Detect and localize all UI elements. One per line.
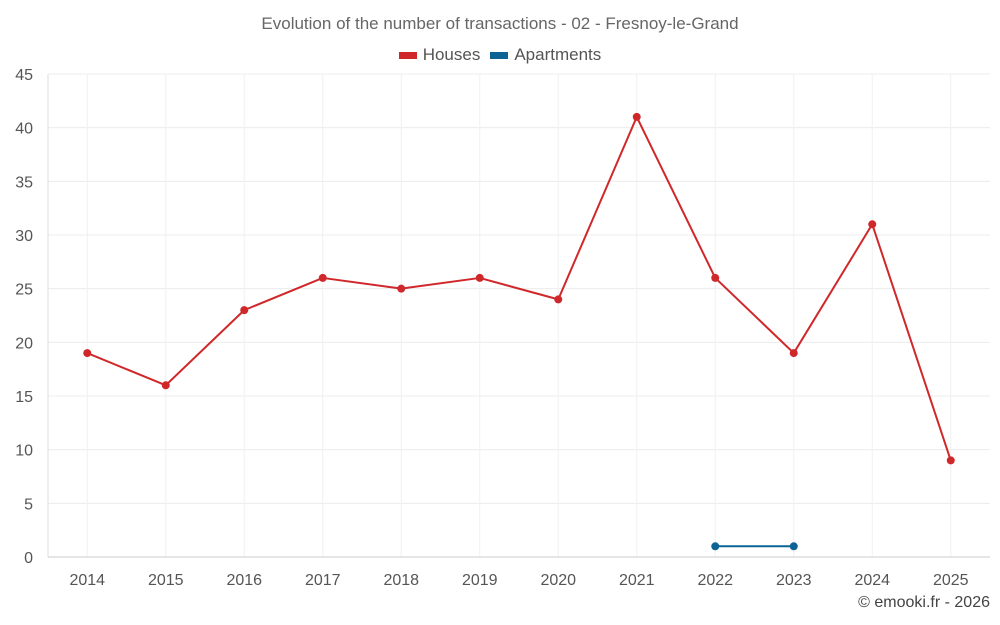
legend-item-apartments[interactable]: Apartments <box>490 45 601 65</box>
x-tick-label: 2021 <box>619 572 655 589</box>
chart-title: Evolution of the number of transactions … <box>261 14 739 33</box>
x-tick-label: 2014 <box>69 572 105 589</box>
data-point-houses <box>161 381 170 390</box>
legend-item-houses[interactable]: Houses <box>398 45 481 65</box>
series-line-houses <box>86 115 952 461</box>
x-tick-label: 2016 <box>226 572 262 589</box>
data-point-houses <box>946 456 955 465</box>
data-point-houses <box>83 349 92 358</box>
data-point-houses <box>868 220 877 229</box>
x-tick-label: 2023 <box>776 572 812 589</box>
x-tick-label: 2018 <box>383 572 419 589</box>
data-point-apartments <box>789 542 798 551</box>
y-tick-label: 30 <box>15 228 33 245</box>
y-tick-label: 20 <box>15 335 33 352</box>
x-tick-label: 2024 <box>854 572 890 589</box>
legend-swatch-apartments <box>490 51 509 59</box>
data-point-houses <box>789 349 798 358</box>
y-tick-label: 45 <box>15 67 33 84</box>
x-tick-label: 2015 <box>148 572 184 589</box>
data-point-houses <box>318 273 327 282</box>
y-tick-label: 5 <box>24 496 33 513</box>
data-point-houses <box>475 273 484 282</box>
legend: Houses Apartments <box>0 45 1000 65</box>
y-tick-label: 40 <box>15 121 33 138</box>
x-tick-label: 2022 <box>697 572 733 589</box>
data-point-houses <box>711 273 720 282</box>
y-tick-label: 15 <box>15 389 33 406</box>
data-point-apartments <box>711 542 720 551</box>
data-point-houses <box>632 112 641 121</box>
legend-swatch-houses <box>398 51 417 59</box>
data-point-houses <box>554 295 563 304</box>
y-tick-label: 10 <box>15 443 33 460</box>
credit-text: © emooki.fr - 2026 <box>858 594 990 611</box>
y-tick-label: 25 <box>15 282 33 299</box>
x-tick-label: 2019 <box>462 572 498 589</box>
legend-label-apartments: Apartments <box>514 45 602 64</box>
y-tick-label: 0 <box>24 550 33 567</box>
y-tick-label: 35 <box>15 174 33 191</box>
data-point-houses <box>240 306 249 315</box>
legend-label-houses: Houses <box>422 45 481 64</box>
data-point-houses <box>397 284 406 293</box>
x-tick-label: 2020 <box>540 572 576 589</box>
x-tick-label: 2025 <box>933 572 969 589</box>
x-tick-label: 2017 <box>305 572 341 589</box>
